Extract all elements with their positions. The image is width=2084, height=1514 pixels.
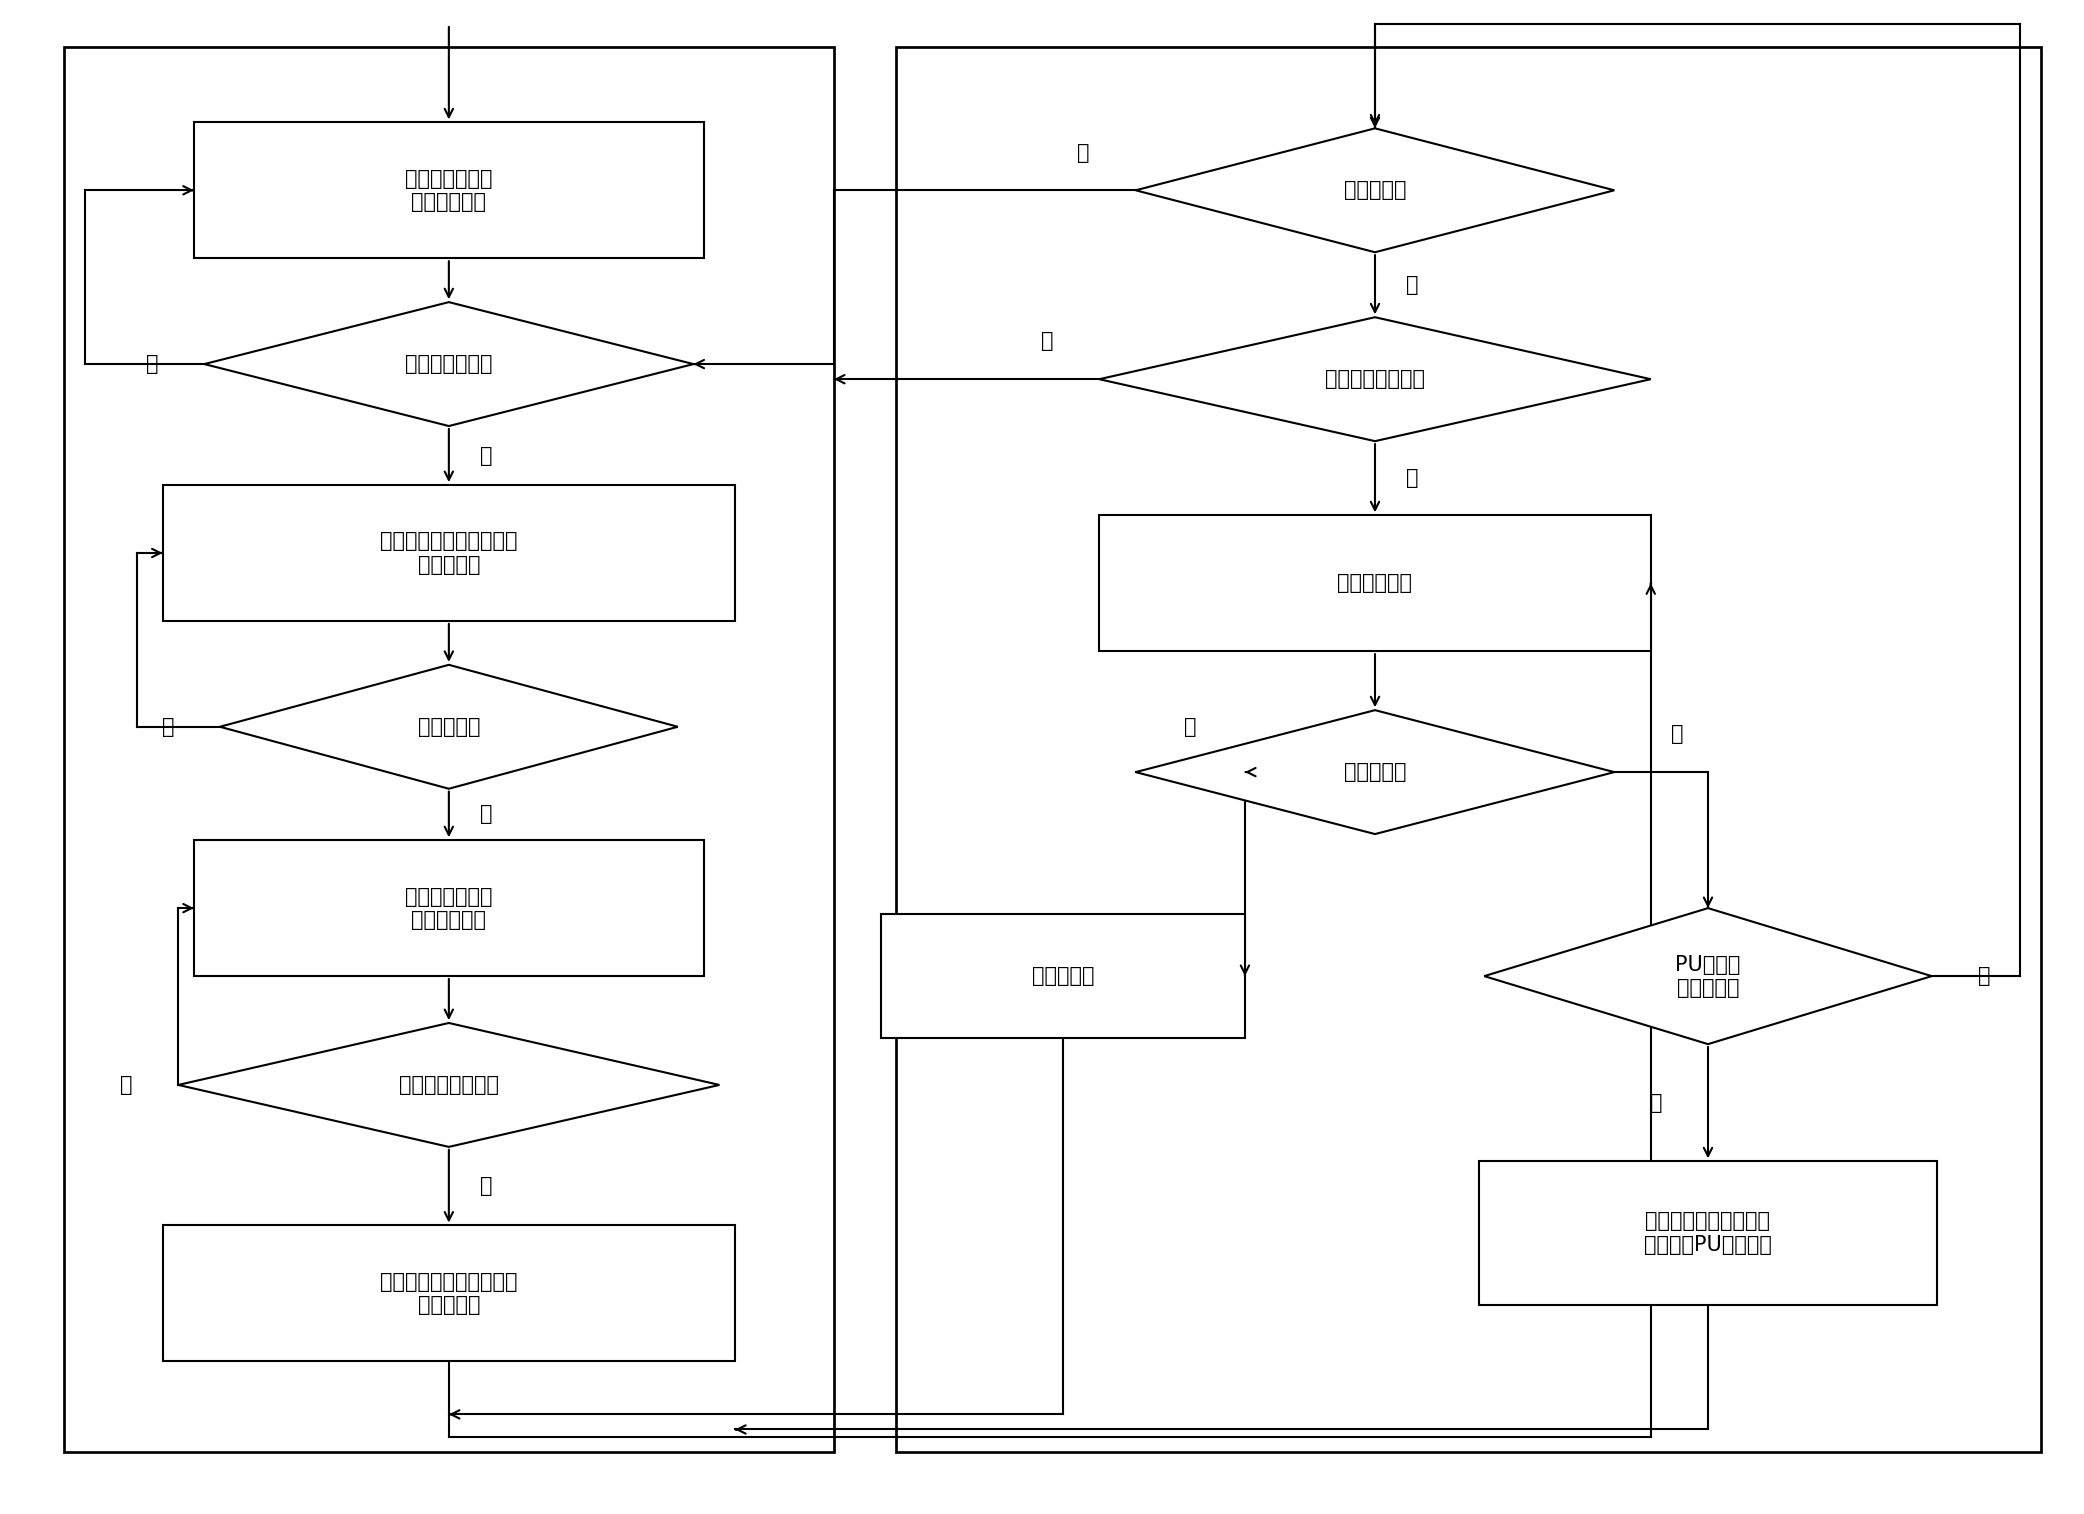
Bar [65, 47, 834, 1452]
Polygon shape [179, 1023, 719, 1148]
Text: PU出现，
与之干扰？: PU出现， 与之干扰？ [1676, 954, 1740, 998]
Bar [163, 1225, 736, 1361]
Text: 退出该信道: 退出该信道 [1032, 966, 1094, 986]
Polygon shape [1484, 908, 1932, 1045]
Polygon shape [1136, 129, 1615, 253]
Polygon shape [1098, 318, 1651, 441]
Bar [194, 840, 704, 977]
Text: 是: 是 [1407, 468, 1419, 488]
Bar [194, 123, 704, 259]
Text: 竞争成功？: 竞争成功？ [1344, 180, 1407, 200]
Text: 否: 否 [121, 1075, 133, 1095]
Text: 频谱感知，更新
可用频谱信息: 频谱感知，更新 可用频谱信息 [404, 887, 492, 930]
Text: 否: 否 [1077, 142, 1090, 162]
Text: 否: 否 [1671, 724, 1684, 745]
Text: 是: 是 [479, 445, 492, 465]
Text: 竞争上行时隙，向基站发
送入网信息: 竞争上行时隙，向基站发 送入网信息 [379, 531, 517, 575]
Bar [1480, 1161, 1936, 1305]
Bar [1098, 515, 1651, 651]
Text: 否: 否 [1040, 332, 1052, 351]
Text: 退出该信道，在控制信
道上发送PU出现信息: 退出该信道，在控制信 道上发送PU出现信息 [1644, 1211, 1771, 1255]
Text: 成功入网？: 成功入网？ [417, 716, 479, 737]
Text: 使用信道资源: 使用信道资源 [1338, 574, 1413, 593]
Text: 是: 是 [1651, 1093, 1663, 1113]
Polygon shape [204, 303, 694, 425]
Bar [163, 484, 736, 621]
Text: 被分配信道资源？: 被分配信道资源？ [1325, 369, 1425, 389]
Text: 否: 否 [1978, 966, 1990, 986]
Bar [896, 47, 2040, 1452]
Text: 是: 是 [1184, 716, 1196, 737]
Text: 竞争上行时隙，向基站发
送信道申请: 竞争上行时隙，向基站发 送信道申请 [379, 1272, 517, 1316]
Text: 是: 是 [1407, 274, 1419, 295]
Text: 是: 是 [479, 804, 492, 825]
Polygon shape [221, 665, 677, 789]
Text: 收到同步信息？: 收到同步信息？ [404, 354, 492, 374]
Text: 否: 否 [146, 354, 158, 374]
Text: 否: 否 [163, 716, 175, 737]
Text: 频谱感知，更新
可用频谱信息: 频谱感知，更新 可用频谱信息 [404, 168, 492, 212]
Text: 是: 是 [479, 1176, 492, 1196]
Text: 有发送信息需求？: 有发送信息需求？ [398, 1075, 498, 1095]
Text: 使用完毕？: 使用完毕？ [1344, 762, 1407, 783]
Bar [882, 914, 1244, 1039]
Polygon shape [1136, 710, 1615, 834]
